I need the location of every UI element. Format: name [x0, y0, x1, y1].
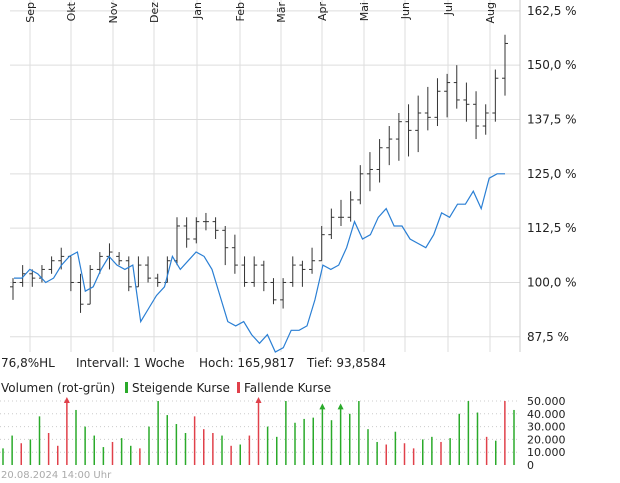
- ohlc-bar: [405, 104, 412, 157]
- up-label: Steigende Kurse: [132, 381, 230, 395]
- ohlc-bar: [502, 34, 508, 96]
- ohlc-bar: [125, 256, 132, 292]
- high-label: Hoch: 165,9817: [199, 356, 295, 370]
- ohlc-bar: [492, 69, 499, 122]
- y-tick-label: 137,5 %: [527, 113, 577, 127]
- y-tick-label: 125,0 %: [527, 167, 577, 181]
- volume-tick-label: 30.000: [527, 421, 566, 434]
- month-label: Jan: [191, 2, 204, 20]
- ohlc-bar: [231, 234, 238, 274]
- comparison-line: [14, 173, 505, 353]
- ohlc-bar: [87, 265, 94, 305]
- ohlc-bar: [386, 126, 393, 166]
- month-label: Jul: [442, 2, 455, 16]
- ohlc-bar: [309, 247, 316, 274]
- volume-legend-down: Fallende Kurse: [237, 381, 331, 395]
- ohlc-bar: [251, 256, 258, 287]
- ohlc-bar: [376, 139, 383, 183]
- ohlc-bar: [19, 265, 26, 287]
- ohlc-bar: [96, 252, 103, 274]
- ohlc-bar: [270, 278, 277, 305]
- ohlc-bar: [299, 260, 306, 287]
- ohlc-bar: [67, 255, 74, 292]
- month-label: Apr: [316, 2, 329, 22]
- ohlc-bar: [222, 225, 229, 266]
- volume-legend-up: Steigende Kurse: [125, 381, 230, 395]
- ohlc-bar: [366, 152, 373, 192]
- timestamp: 20.08.2024 14:00 Uhr: [1, 470, 112, 481]
- ohlc-bar: [260, 260, 267, 292]
- volume-legend-title: Volumen (rot-grün): [1, 381, 116, 395]
- range-label: 76,8%HL: [1, 356, 55, 370]
- ohlc-bar: [183, 217, 190, 248]
- ohlc-bar: [395, 112, 402, 161]
- ohlc-bar: [48, 256, 55, 274]
- y-tick-label: 112,5 %: [527, 221, 577, 235]
- volume-cap-arrow: [337, 403, 344, 410]
- up-swatch: [125, 382, 128, 393]
- ohlc-bar: [77, 273, 84, 313]
- ohlc-bar: [202, 212, 209, 231]
- down-swatch: [237, 382, 240, 393]
- ohlc-bar: [29, 269, 36, 287]
- y-tick-label: 162,5 %: [527, 4, 577, 18]
- month-label: Jun: [399, 2, 412, 20]
- y-tick-label: 87,5 %: [527, 330, 569, 344]
- ohlc-bar: [318, 225, 325, 262]
- ohlc-bar: [212, 217, 219, 240]
- month-label: Feb: [234, 2, 247, 21]
- month-label: Mär: [275, 2, 288, 23]
- ohlc-bar: [415, 95, 422, 153]
- ohlc-bar: [347, 191, 354, 222]
- ohlc-bar: [280, 278, 287, 309]
- ohlc-bar: [463, 82, 470, 122]
- ohlc-bar: [482, 104, 489, 135]
- ohlc-bar: [434, 78, 441, 127]
- month-label: Aug: [484, 2, 497, 23]
- month-label: Nov: [107, 2, 120, 24]
- volume-tick-label: 20.000: [527, 433, 566, 446]
- ohlc-bar: [241, 256, 248, 287]
- volume-tick-label: 0: [527, 459, 534, 472]
- ohlc-bar: [10, 278, 16, 300]
- low-label: Tief: 93,8584: [307, 356, 386, 370]
- month-label: Dez: [148, 2, 161, 23]
- ohlc-bar: [174, 217, 180, 266]
- ohlc-bar: [338, 199, 344, 226]
- down-label: Fallende Kurse: [244, 381, 332, 395]
- volume-cap-arrow: [63, 397, 70, 403]
- ohlc-bar: [145, 256, 152, 283]
- ohlc-bar: [193, 217, 200, 244]
- ohlc-bar: [154, 273, 161, 287]
- month-label: Okt: [65, 1, 78, 21]
- y-tick-label: 100,0 %: [527, 275, 577, 289]
- interval-label: Intervall: 1 Woche: [76, 356, 185, 370]
- month-label: Mai: [358, 2, 371, 21]
- ohlc-bar: [116, 252, 123, 266]
- ohlc-bar: [328, 208, 335, 240]
- ohlc-bar: [453, 65, 460, 109]
- volume-cap-arrow: [319, 403, 326, 410]
- month-label: Sep: [24, 2, 37, 23]
- ohlc-bar: [289, 256, 296, 287]
- ohlc-bar: [424, 86, 431, 131]
- volume-tick-label: 50.000: [527, 395, 566, 408]
- volume-tick-label: 10.000: [527, 446, 566, 459]
- volume-tick-label: 40.000: [527, 408, 566, 421]
- ohlc-bar: [357, 165, 364, 205]
- volume-cap-arrow: [255, 397, 262, 403]
- y-tick-label: 150,0 %: [527, 58, 577, 72]
- ohlc-bar: [444, 73, 451, 118]
- ohlc-bar: [473, 91, 480, 140]
